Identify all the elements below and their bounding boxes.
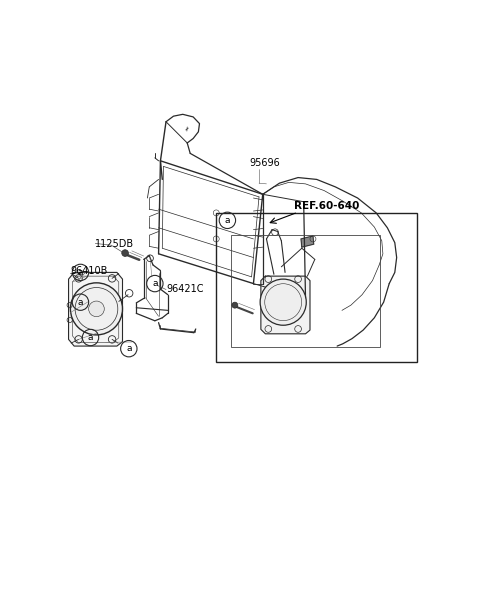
Bar <box>231 235 380 347</box>
Text: a: a <box>78 268 83 277</box>
Circle shape <box>260 279 306 325</box>
Text: 96410B: 96410B <box>71 267 108 276</box>
Text: a: a <box>88 333 93 342</box>
Bar <box>216 213 417 362</box>
Polygon shape <box>261 276 310 334</box>
Polygon shape <box>69 272 122 346</box>
Polygon shape <box>301 236 314 247</box>
Text: 96421C: 96421C <box>166 284 204 294</box>
Circle shape <box>71 283 122 335</box>
Circle shape <box>232 302 238 308</box>
Text: a: a <box>126 344 132 353</box>
Text: a: a <box>152 279 157 288</box>
Text: a: a <box>225 216 230 225</box>
Text: 95696: 95696 <box>250 158 280 168</box>
Circle shape <box>122 250 129 256</box>
Text: REF.60-640: REF.60-640 <box>294 201 360 211</box>
Text: 1125DB: 1125DB <box>96 239 134 249</box>
Circle shape <box>89 301 104 317</box>
Text: a: a <box>78 298 83 307</box>
